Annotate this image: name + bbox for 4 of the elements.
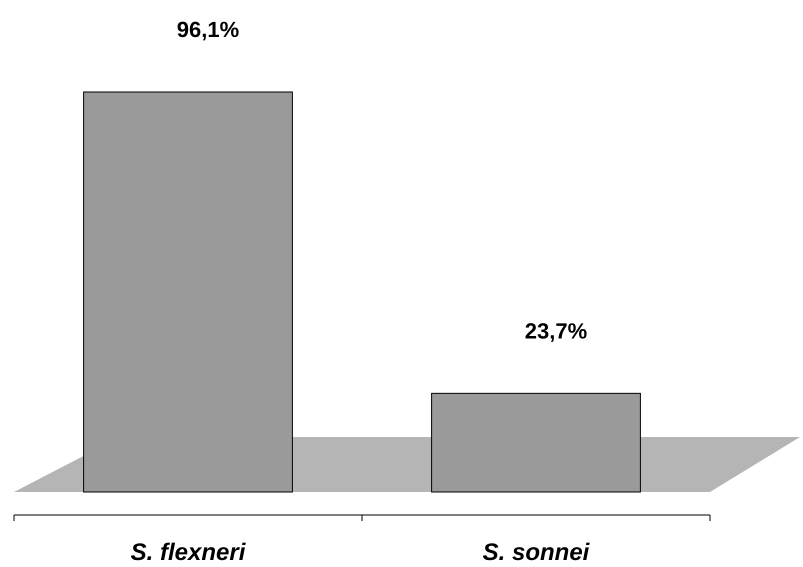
- x-tick-label: S. flexneri: [130, 539, 247, 566]
- x-tick-label: S. sonnei: [482, 539, 591, 566]
- data-label: 96,1%: [176, 17, 240, 42]
- data-label: 23,7%: [524, 318, 588, 344]
